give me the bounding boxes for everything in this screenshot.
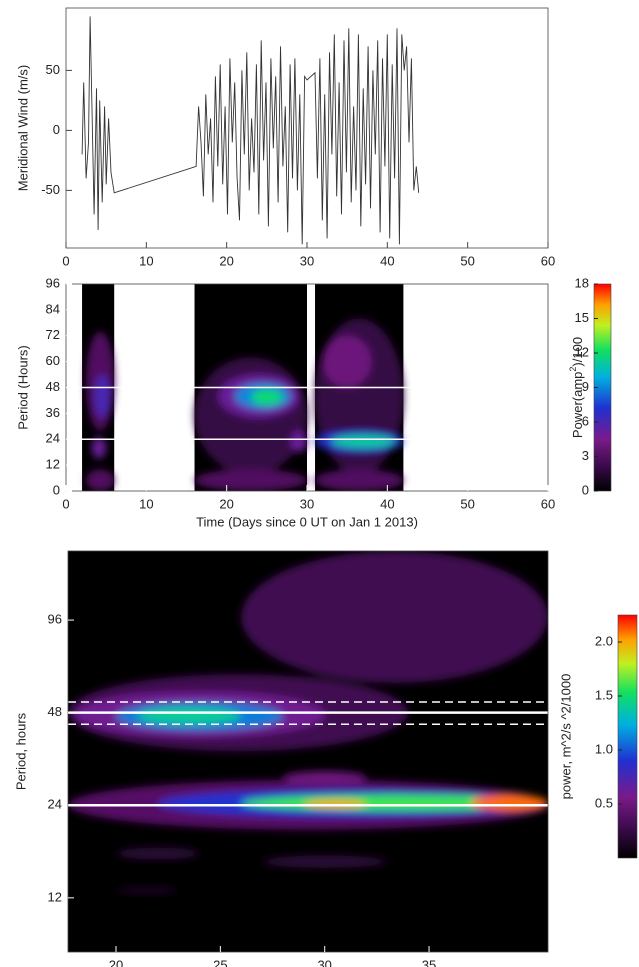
power-region [86,469,115,491]
power-contours [86,318,404,491]
x-tick-label: 30 [317,957,331,967]
x-tick-label: 60 [541,253,555,268]
power-region [94,374,111,418]
colorbar-label-part: Power(amp [570,372,585,438]
colorbar-label: Power(amp2)/100 [568,337,585,438]
power-region [282,771,367,785]
y-tick-label: 50 [46,62,60,77]
y-tick-label: 96 [48,612,62,627]
colorbar-label-part: )/100 [570,337,585,367]
colorbar-label-part: 2 [568,367,578,372]
x-tick-label: 20 [109,957,123,967]
power-region [241,551,548,683]
y-axis-label: Meridional Wind (m/s) [15,65,30,191]
power-region [315,469,404,491]
power-region [194,469,307,491]
x-tick-label: 50 [460,496,474,511]
y-tick-label: 36 [46,405,60,420]
power-region [470,794,548,811]
colorbar-tick-label: 15 [575,310,589,325]
power-region [116,887,179,894]
colorbar-label: power, m^2/s ^2/1000 [558,674,573,800]
colorbar-tick-label: 0.5 [595,795,613,810]
x-tick-label: 10 [139,253,153,268]
x-tick-label: 30 [300,496,314,511]
x-tick-label: 10 [139,496,153,511]
plot-area [81,16,420,245]
y-tick-label: 24 [46,431,60,446]
y-tick-label: 48 [48,704,62,719]
y-tick-label: 60 [46,353,60,368]
power-region [136,707,242,725]
colorbar-tick-label: 2.0 [595,633,613,648]
plot-frame [65,7,549,249]
y-axis-label: Period (Hours) [15,345,30,430]
plot-area [68,551,548,952]
x-tick-label: 0 [62,253,69,268]
power-region [116,847,200,860]
x-tick-label: 20 [219,496,233,511]
power-region [303,799,367,809]
plot-area [66,284,548,491]
power-region [323,335,372,388]
x-axis-label: Time (Days since 0 UT on Jan 1 2013) [196,514,418,529]
x-tick-label: 35 [422,957,436,967]
x-tick-label: 40 [380,253,394,268]
colorbar-tick-label: 9 [582,379,589,394]
colorbar-tick-label: 6 [582,413,589,428]
x-tick-label: 60 [541,496,555,511]
power-region [331,434,396,448]
colorbar-tick-label: 12 [575,344,589,359]
x-tick-label: 40 [380,496,394,511]
colorbar-tick-label: 0 [582,482,589,497]
y-tick-label: -50 [41,182,60,197]
wind-line [81,16,420,245]
power-region [290,430,307,453]
y-tick-label: 72 [46,327,60,342]
x-tick-label: 25 [213,957,227,967]
plot-frame [67,550,549,953]
colorbar-tick-label: 1.5 [595,687,613,702]
y-tick-label: 0 [53,482,60,497]
y-tick-label: 12 [48,889,62,904]
x-tick-label: 20 [219,253,233,268]
y-tick-label: 96 [46,275,60,290]
colorbar-tick-label: 3 [582,448,589,463]
y-axis-label: Period, hours [13,712,28,790]
y-tick-label: 48 [46,379,60,394]
x-tick-label: 30 [300,253,314,268]
power-region [250,389,283,405]
y-tick-label: 12 [46,457,60,472]
colorbar [617,614,638,859]
colorbar-tick-label: 1.0 [595,741,613,756]
power-region [91,437,107,459]
x-tick-label: 50 [460,253,474,268]
x-tick-label: 0 [62,496,69,511]
y-tick-label: 84 [46,301,60,316]
y-tick-label: 0 [53,122,60,137]
power-region [262,855,388,869]
colorbar-tick-label: 18 [575,275,589,290]
y-tick-label: 24 [48,797,62,812]
